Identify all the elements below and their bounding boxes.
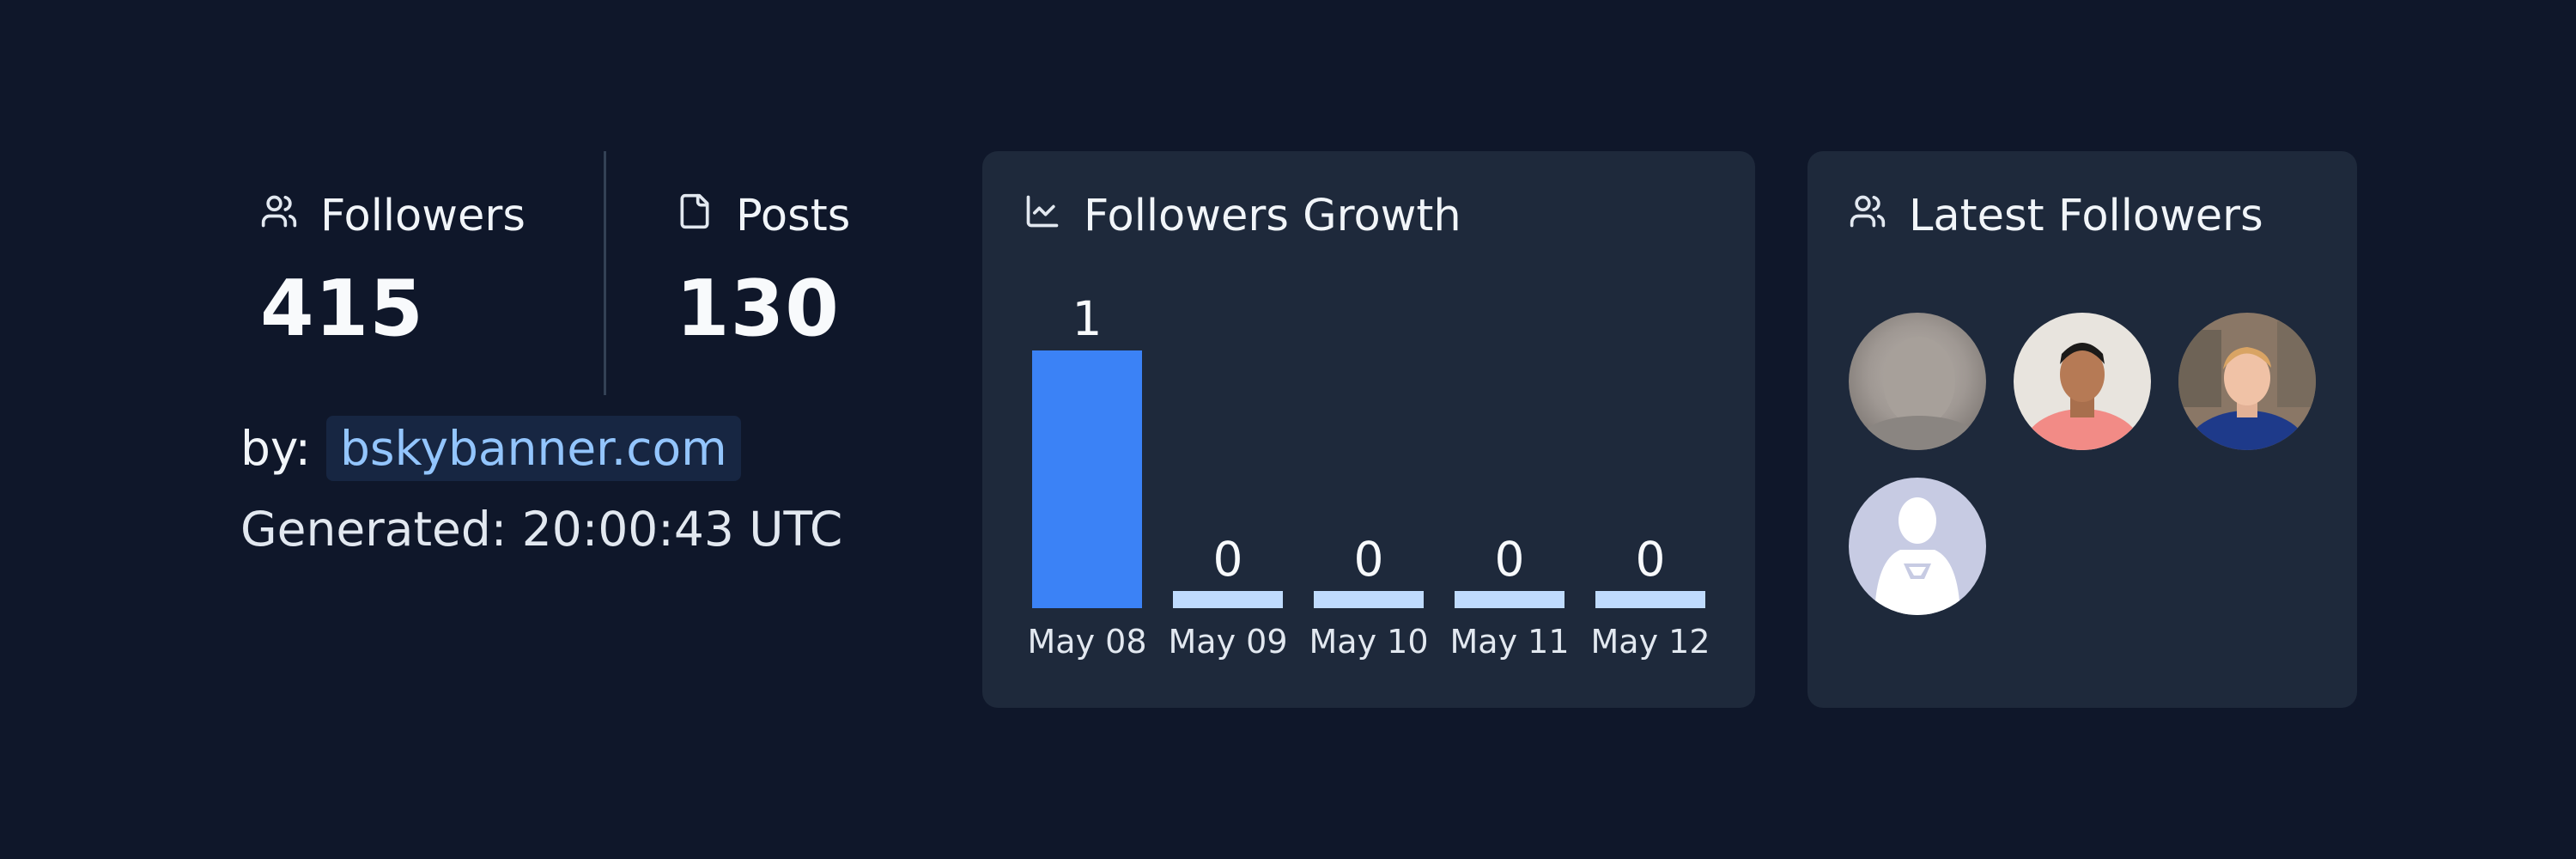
line-chart-icon — [1024, 191, 1061, 241]
follower-avatar-2[interactable] — [2014, 313, 2151, 450]
bar-may-10 — [1314, 591, 1424, 608]
latest-followers-title-text: Latest Followers — [1909, 191, 2263, 241]
x-tick-label: May 10 — [1309, 623, 1429, 661]
bar-value-label: 0 — [1354, 532, 1384, 587]
byline-link[interactable]: bskybanner.com — [326, 416, 741, 481]
followers-growth-title: Followers Growth — [1024, 191, 1461, 241]
follower-avatar-4[interactable] — [1849, 478, 1986, 615]
followers-growth-chart: 1 May 08 0 May 09 0 May 10 0 May 11 0 May 12 — [1028, 291, 1710, 661]
x-tick-label: May 11 — [1450, 623, 1570, 661]
bar-value-label: 0 — [1636, 532, 1666, 587]
latest-followers-title: Latest Followers — [1849, 191, 2263, 241]
followers-stat: Followers — [260, 191, 526, 241]
posts-label: Posts — [736, 191, 851, 241]
x-tick-label: May 09 — [1169, 623, 1288, 661]
bar-value-label: 0 — [1213, 532, 1243, 587]
followers-growth-title-text: Followers Growth — [1084, 191, 1461, 241]
followers-count: 415 — [260, 264, 424, 354]
followers-label: Followers — [320, 191, 526, 241]
users-icon — [1849, 191, 1886, 241]
posts-stat: Posts — [676, 191, 850, 241]
x-tick-label: May 08 — [1028, 623, 1147, 661]
bar-value-label: 0 — [1495, 532, 1525, 587]
byline: by: bskybanner.com — [240, 416, 741, 481]
generated-timestamp: Generated: 20:00:43 UTC — [240, 502, 843, 557]
bar-may-08 — [1032, 350, 1142, 608]
stats-divider — [604, 151, 606, 395]
bar-may-11 — [1455, 591, 1564, 608]
byline-prefix: by: — [240, 421, 311, 476]
bar-may-09 — [1173, 591, 1283, 608]
users-icon — [260, 191, 298, 241]
followers-stat-title: Followers — [260, 191, 526, 241]
bar-value-label: 1 — [1072, 291, 1103, 346]
followers-growth-card: Followers Growth 1 May 08 0 May 09 0 May 10 0 M… — [982, 151, 1755, 708]
bar-may-12 — [1595, 591, 1705, 608]
posts-stat-title: Posts — [676, 191, 850, 241]
posts-count: 130 — [676, 264, 840, 354]
x-tick-label: May 12 — [1591, 623, 1710, 661]
follower-avatar-1[interactable] — [1849, 313, 1986, 450]
latest-followers-card: Latest Followers — [1807, 151, 2357, 708]
file-icon — [676, 191, 714, 241]
follower-avatar-3[interactable] — [2178, 313, 2316, 450]
